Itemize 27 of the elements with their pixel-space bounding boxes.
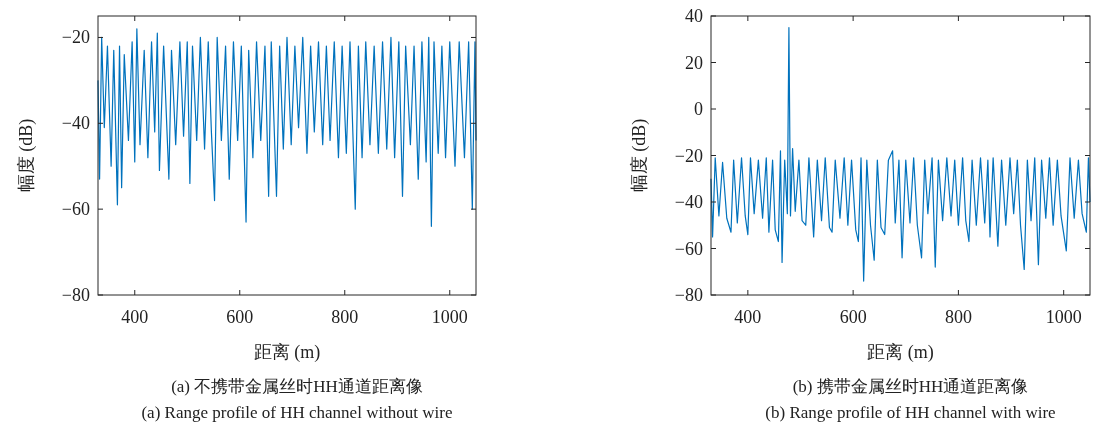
y-tick-label: −80 — [674, 285, 703, 305]
y-axis-title: 幅度 (dB) — [629, 118, 650, 193]
x-tick-label: 600 — [226, 307, 254, 327]
x-tick-label: 600 — [839, 307, 867, 327]
x-tick-label: 400 — [121, 307, 149, 327]
x-tick-label: 1000 — [431, 307, 468, 327]
x-tick-label: 800 — [331, 307, 359, 327]
y-axis-title: 幅度 (dB) — [16, 118, 37, 193]
y-tick-label: −20 — [674, 145, 703, 166]
y-tick-label: −40 — [674, 192, 703, 212]
text: (a) 不携带金属丝时HH通道距离像 — [171, 377, 423, 396]
y-tick-label: −60 — [61, 199, 90, 220]
y-tick-label: 20 — [685, 52, 703, 73]
text: (b) 携带金属丝时HH通道距离像 — [792, 377, 1029, 396]
x-axis-title: 距离 (m) — [867, 342, 934, 363]
x-axis-title: 距离 (m) — [253, 342, 321, 363]
text: (b) Range profile of HH channel with wire — [765, 403, 1056, 422]
y-tick-label: −40 — [61, 113, 90, 134]
x-tick-label: 800 — [944, 307, 972, 327]
text: (a) Range profile of HH channel without wire — [141, 403, 453, 422]
x-tick-label: 400 — [734, 307, 762, 327]
y-tick-label: 40 — [685, 6, 703, 26]
x-tick-label: 1000 — [1045, 307, 1082, 327]
y-tick-label: −20 — [61, 27, 90, 48]
y-tick-label: 0 — [694, 99, 703, 119]
y-tick-label: −80 — [61, 285, 90, 305]
y-tick-label: −60 — [674, 238, 703, 259]
